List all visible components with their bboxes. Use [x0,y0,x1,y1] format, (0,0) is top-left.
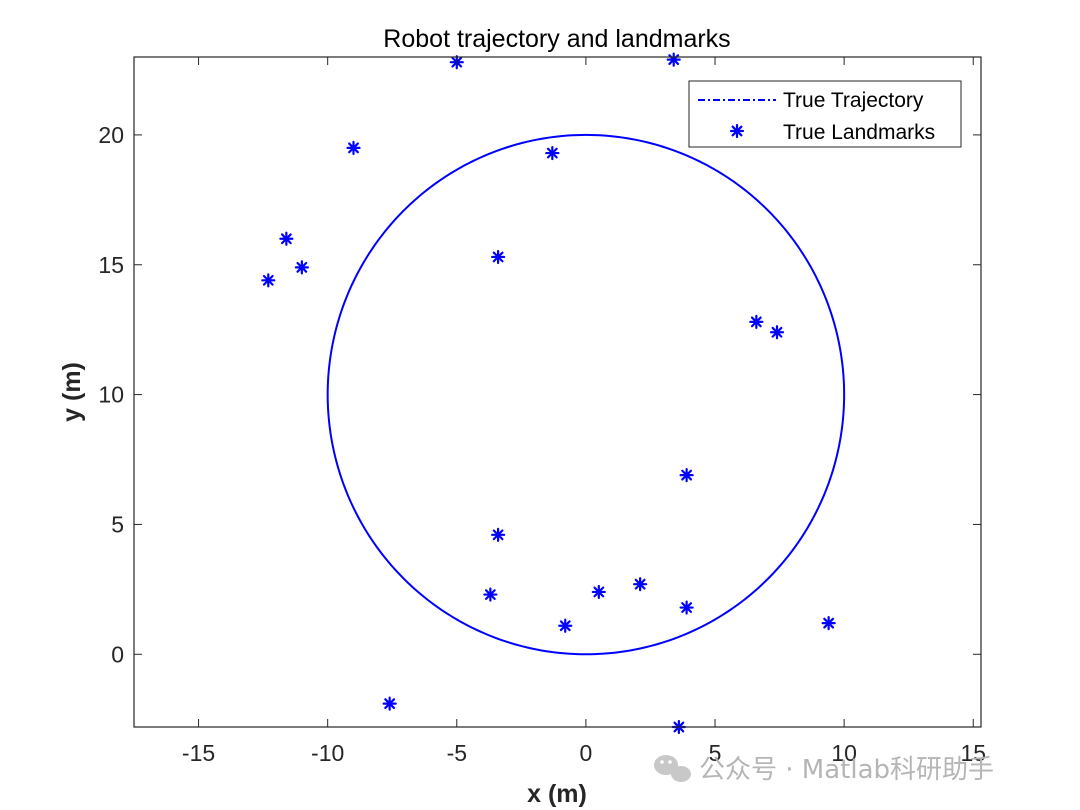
legend-landmarks-label: True Landmarks [783,121,935,144]
legend[interactable]: True Trajectory True Landmarks [688,80,962,148]
y-tick-label-2: 10 [98,382,124,408]
landmark-point-7 [491,249,506,265]
x-tick-label-6: 15 [960,740,986,766]
legend-trajectory-label: True Trajectory [783,89,924,112]
y-axis-label: y (m) [58,362,86,422]
legend-asterisk [729,123,745,139]
trajectory-line [326,133,846,656]
axes-box [133,56,982,728]
y-tick-label-4: 20 [98,122,124,148]
axis-ticks: -15 -10 -5 0 5 10 15 0 5 10 15 20 [98,57,986,766]
landmark-point-4 [279,231,294,246]
landmark-point-1 [666,52,681,67]
plot-area [261,52,846,735]
x-tick-label-1: -10 [311,740,344,766]
landmark-point-8 [749,314,764,329]
landmark-point-2 [346,140,361,155]
chart-title: Robot trajectory and landmarks [383,25,730,53]
x-tick-label-0: -15 [182,740,215,766]
landmark-point-17 [821,616,836,631]
legend-landmark-swatch [729,123,745,139]
landmark-point-12 [483,587,498,602]
x-tick-label-4: 5 [709,740,722,766]
landmark-point-14 [633,577,648,592]
watermark-text: 公众号 · Matlab科研助手 [699,755,994,785]
landmark-point-13 [591,584,606,600]
landmark-point-5 [294,260,309,275]
watermark: 公众号 · Matlab科研助手 [654,755,994,785]
landmark-point-3 [545,145,560,161]
x-tick-label-5: 10 [831,740,857,766]
landmark-point-10 [679,468,694,483]
wechat-icon [654,755,691,782]
landmark-point-11 [491,527,506,542]
y-tick-label-0: 0 [111,641,124,667]
landmark-point-9 [769,325,785,340]
x-tick-label-3: 0 [580,740,593,766]
landmark-point-15 [679,600,694,615]
landmark-point-16 [558,618,573,633]
x-tick-label-2: -5 [447,740,467,766]
legend-box [688,80,962,148]
landmark-point-6 [261,273,276,288]
landmark-point-18 [382,696,397,711]
x-axis-label: x (m) [527,780,587,808]
y-tick-label-3: 15 [98,252,124,278]
y-tick-label-1: 5 [111,511,124,537]
